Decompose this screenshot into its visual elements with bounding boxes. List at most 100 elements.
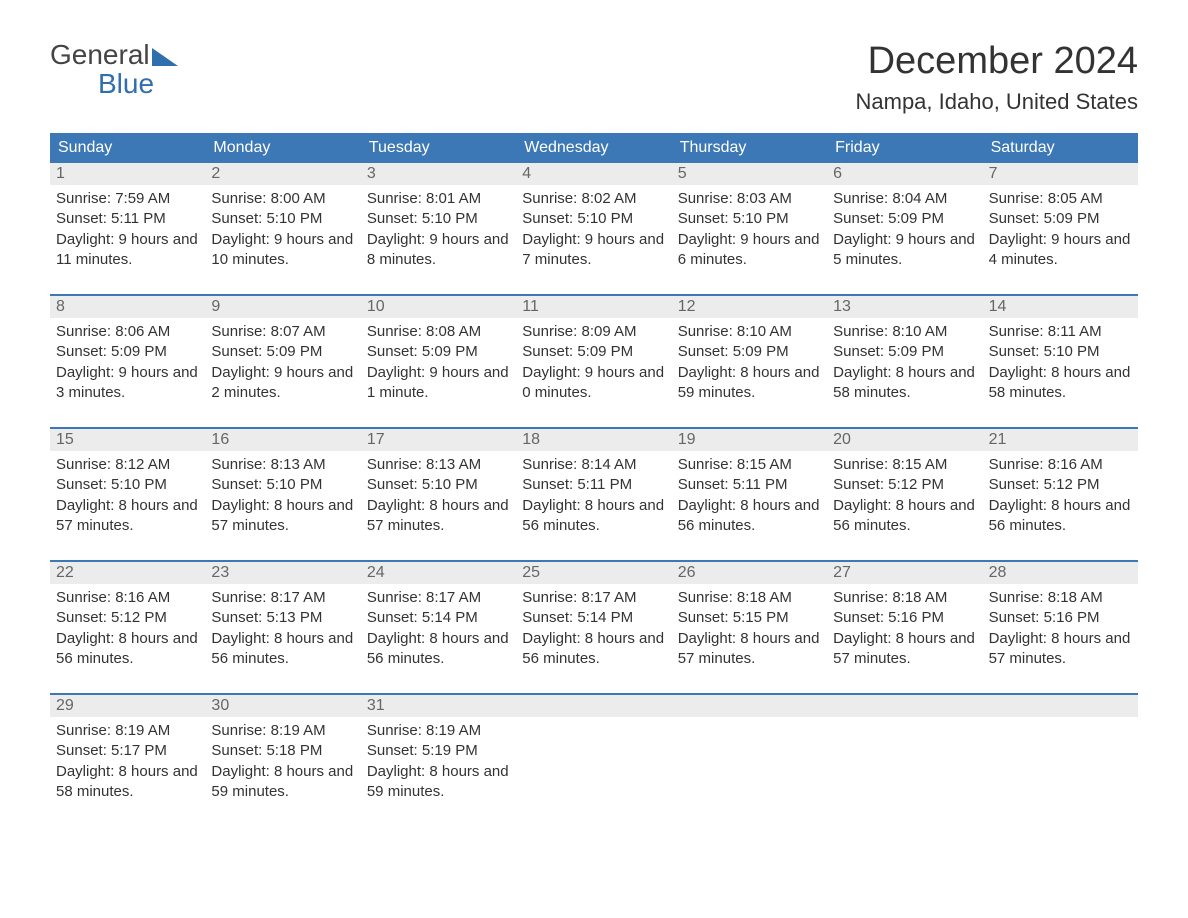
daylight-line: Daylight: 8 hours and 57 minutes. xyxy=(989,629,1132,670)
calendar-day: 31Sunrise: 8:19 AMSunset: 5:19 PMDayligh… xyxy=(361,695,516,812)
location-text: Nampa, Idaho, United States xyxy=(856,89,1139,115)
daylight-line: Daylight: 9 hours and 2 minutes. xyxy=(211,363,354,404)
sunrise-line: Sunrise: 8:04 AM xyxy=(833,189,976,209)
daylight-line: Daylight: 8 hours and 56 minutes. xyxy=(989,496,1132,537)
day-details: Sunrise: 8:13 AMSunset: 5:10 PMDaylight:… xyxy=(361,451,516,546)
sunset-line: Sunset: 5:19 PM xyxy=(367,741,510,761)
calendar-day: 2Sunrise: 8:00 AMSunset: 5:10 PMDaylight… xyxy=(205,163,360,280)
day-details: Sunrise: 8:17 AMSunset: 5:14 PMDaylight:… xyxy=(361,584,516,679)
daylight-line: Daylight: 8 hours and 57 minutes. xyxy=(56,496,199,537)
calendar-day: 13Sunrise: 8:10 AMSunset: 5:09 PMDayligh… xyxy=(827,296,982,413)
day-number: 17 xyxy=(361,429,516,451)
sunrise-line: Sunrise: 8:10 AM xyxy=(833,322,976,342)
sunrise-line: Sunrise: 8:16 AM xyxy=(56,588,199,608)
day-details xyxy=(516,717,671,731)
calendar-day: 29Sunrise: 8:19 AMSunset: 5:17 PMDayligh… xyxy=(50,695,205,812)
day-header-cell: Wednesday xyxy=(516,133,671,163)
daylight-line: Daylight: 8 hours and 56 minutes. xyxy=(367,629,510,670)
brand-logo: General Blue xyxy=(50,40,178,99)
sunrise-line: Sunrise: 8:02 AM xyxy=(522,189,665,209)
sunset-line: Sunset: 5:09 PM xyxy=(56,342,199,362)
sunset-line: Sunset: 5:10 PM xyxy=(678,209,821,229)
day-number: 16 xyxy=(205,429,360,451)
day-header-cell: Thursday xyxy=(672,133,827,163)
day-number xyxy=(516,695,671,717)
sunset-line: Sunset: 5:09 PM xyxy=(833,342,976,362)
daylight-line: Daylight: 8 hours and 58 minutes. xyxy=(989,363,1132,404)
sunset-line: Sunset: 5:10 PM xyxy=(367,475,510,495)
day-header-cell: Monday xyxy=(205,133,360,163)
day-details xyxy=(827,717,982,731)
day-number: 19 xyxy=(672,429,827,451)
sunrise-line: Sunrise: 8:18 AM xyxy=(989,588,1132,608)
day-number: 15 xyxy=(50,429,205,451)
day-number: 7 xyxy=(983,163,1138,185)
sunrise-line: Sunrise: 8:07 AM xyxy=(211,322,354,342)
day-details: Sunrise: 8:01 AMSunset: 5:10 PMDaylight:… xyxy=(361,185,516,280)
calendar-day: 23Sunrise: 8:17 AMSunset: 5:13 PMDayligh… xyxy=(205,562,360,679)
sunset-line: Sunset: 5:09 PM xyxy=(522,342,665,362)
sunrise-line: Sunrise: 8:19 AM xyxy=(56,721,199,741)
daylight-line: Daylight: 9 hours and 5 minutes. xyxy=(833,230,976,271)
day-details: Sunrise: 8:04 AMSunset: 5:09 PMDaylight:… xyxy=(827,185,982,280)
brand-word-2: Blue xyxy=(50,69,178,98)
daylight-line: Daylight: 9 hours and 6 minutes. xyxy=(678,230,821,271)
calendar-day: 18Sunrise: 8:14 AMSunset: 5:11 PMDayligh… xyxy=(516,429,671,546)
day-details: Sunrise: 8:10 AMSunset: 5:09 PMDaylight:… xyxy=(827,318,982,413)
sunset-line: Sunset: 5:18 PM xyxy=(211,741,354,761)
sunrise-line: Sunrise: 8:01 AM xyxy=(367,189,510,209)
calendar-week: 29Sunrise: 8:19 AMSunset: 5:17 PMDayligh… xyxy=(50,693,1138,812)
calendar-day: 24Sunrise: 8:17 AMSunset: 5:14 PMDayligh… xyxy=(361,562,516,679)
sunrise-line: Sunrise: 8:06 AM xyxy=(56,322,199,342)
daylight-line: Daylight: 8 hours and 59 minutes. xyxy=(678,363,821,404)
sunrise-line: Sunrise: 8:18 AM xyxy=(678,588,821,608)
calendar-day: 3Sunrise: 8:01 AMSunset: 5:10 PMDaylight… xyxy=(361,163,516,280)
day-details: Sunrise: 8:07 AMSunset: 5:09 PMDaylight:… xyxy=(205,318,360,413)
daylight-line: Daylight: 8 hours and 56 minutes. xyxy=(522,629,665,670)
day-details: Sunrise: 8:17 AMSunset: 5:13 PMDaylight:… xyxy=(205,584,360,679)
sunrise-line: Sunrise: 8:08 AM xyxy=(367,322,510,342)
daylight-line: Daylight: 9 hours and 8 minutes. xyxy=(367,230,510,271)
calendar-day: 30Sunrise: 8:19 AMSunset: 5:18 PMDayligh… xyxy=(205,695,360,812)
day-number: 8 xyxy=(50,296,205,318)
brand-word-1: General xyxy=(50,40,150,69)
daylight-line: Daylight: 8 hours and 56 minutes. xyxy=(833,496,976,537)
day-number: 18 xyxy=(516,429,671,451)
sunrise-line: Sunrise: 8:00 AM xyxy=(211,189,354,209)
daylight-line: Daylight: 9 hours and 10 minutes. xyxy=(211,230,354,271)
daylight-line: Daylight: 9 hours and 1 minute. xyxy=(367,363,510,404)
daylight-line: Daylight: 9 hours and 11 minutes. xyxy=(56,230,199,271)
day-number: 5 xyxy=(672,163,827,185)
page-title: December 2024 xyxy=(856,40,1139,83)
daylight-line: Daylight: 9 hours and 7 minutes. xyxy=(522,230,665,271)
daylight-line: Daylight: 8 hours and 56 minutes. xyxy=(56,629,199,670)
sunset-line: Sunset: 5:12 PM xyxy=(833,475,976,495)
day-details: Sunrise: 8:19 AMSunset: 5:18 PMDaylight:… xyxy=(205,717,360,812)
day-number: 1 xyxy=(50,163,205,185)
sunrise-line: Sunrise: 8:13 AM xyxy=(211,455,354,475)
sunrise-line: Sunrise: 8:16 AM xyxy=(989,455,1132,475)
daylight-line: Daylight: 8 hours and 56 minutes. xyxy=(522,496,665,537)
day-details: Sunrise: 8:19 AMSunset: 5:19 PMDaylight:… xyxy=(361,717,516,812)
day-number: 27 xyxy=(827,562,982,584)
sunrise-line: Sunrise: 8:12 AM xyxy=(56,455,199,475)
day-details: Sunrise: 8:18 AMSunset: 5:16 PMDaylight:… xyxy=(983,584,1138,679)
calendar-day: 22Sunrise: 8:16 AMSunset: 5:12 PMDayligh… xyxy=(50,562,205,679)
calendar-day: 11Sunrise: 8:09 AMSunset: 5:09 PMDayligh… xyxy=(516,296,671,413)
calendar-day: 28Sunrise: 8:18 AMSunset: 5:16 PMDayligh… xyxy=(983,562,1138,679)
day-number: 29 xyxy=(50,695,205,717)
day-number: 3 xyxy=(361,163,516,185)
day-details: Sunrise: 7:59 AMSunset: 5:11 PMDaylight:… xyxy=(50,185,205,280)
daylight-line: Daylight: 8 hours and 56 minutes. xyxy=(678,496,821,537)
sunrise-line: Sunrise: 8:17 AM xyxy=(211,588,354,608)
day-number: 6 xyxy=(827,163,982,185)
calendar-day-empty xyxy=(983,695,1138,812)
sunrise-line: Sunrise: 7:59 AM xyxy=(56,189,199,209)
day-details: Sunrise: 8:18 AMSunset: 5:16 PMDaylight:… xyxy=(827,584,982,679)
title-block: December 2024 Nampa, Idaho, United State… xyxy=(856,40,1139,115)
sunset-line: Sunset: 5:14 PM xyxy=(522,608,665,628)
calendar-day: 9Sunrise: 8:07 AMSunset: 5:09 PMDaylight… xyxy=(205,296,360,413)
sunset-line: Sunset: 5:10 PM xyxy=(522,209,665,229)
calendar-day: 16Sunrise: 8:13 AMSunset: 5:10 PMDayligh… xyxy=(205,429,360,546)
calendar-week: 1Sunrise: 7:59 AMSunset: 5:11 PMDaylight… xyxy=(50,163,1138,280)
